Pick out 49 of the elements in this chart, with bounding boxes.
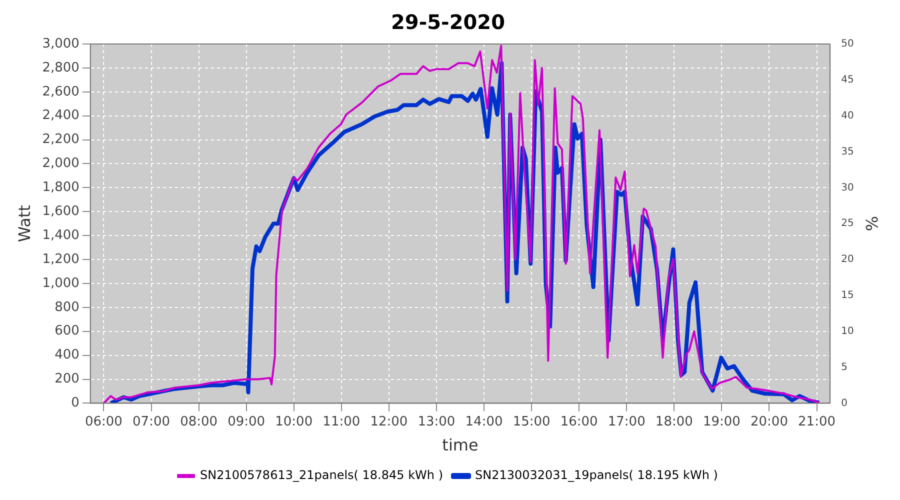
y-tick-label: 2,200 (42, 132, 80, 148)
y2-tick-label: 10 (841, 326, 854, 337)
y2-axis-title: % (862, 216, 882, 232)
y-tick-label: 200 (54, 372, 80, 387)
y-tick-label: 1,800 (42, 180, 80, 196)
x-tick-label: 07:00 (132, 414, 170, 430)
y2-tick-label: 40 (841, 110, 854, 122)
x-tick-label: 11:00 (322, 414, 360, 430)
y-tick-label: 400 (54, 348, 80, 363)
x-tick-label: 21:00 (798, 414, 836, 430)
y-tick-label: 800 (54, 300, 80, 315)
legend-label: SN2130032031_19panels( 18.195 kWh ) (475, 468, 718, 482)
y-tick-label: 2,400 (42, 108, 80, 124)
y2-tick-label: 15 (841, 290, 854, 302)
x-tick-label: 08:00 (180, 414, 218, 430)
legend-label: SN2100578613_21panels( 18.845 kWh ) (200, 468, 444, 482)
y-tick-label: 2,600 (42, 84, 80, 100)
x-tick-label: 18:00 (655, 414, 693, 430)
x-axis-title: time (442, 436, 478, 455)
x-tick-label: 10:00 (275, 414, 313, 430)
x-tick-label: 15:00 (512, 414, 550, 430)
y-tick-label: 3,000 (42, 36, 80, 52)
x-tick-label: 13:00 (418, 414, 456, 430)
y-tick-label: 2,000 (42, 156, 80, 172)
y-axis-title: Watt (14, 205, 34, 242)
y-tick-label: 0 (71, 396, 80, 411)
y2-tick-label: 35 (841, 146, 854, 158)
y2-tick-label: 5 (841, 362, 848, 373)
x-tick-label: 09:00 (228, 414, 266, 430)
x-tick-label: 17:00 (608, 414, 646, 430)
y2-tick-label: 0 (841, 398, 848, 409)
chart-title: 29-5-2020 (390, 10, 506, 34)
y2-tick-label: 45 (841, 74, 854, 86)
y2-tick-label: 50 (841, 38, 854, 50)
y2-tick-label: 20 (841, 254, 854, 266)
y-tick-label: 2,800 (42, 60, 80, 76)
y-tick-label: 1,400 (42, 228, 80, 243)
x-tick-label: 16:00 (560, 414, 598, 430)
y-tick-label: 600 (54, 324, 80, 339)
y2-tick-label: 30 (841, 182, 854, 194)
y-tick-label: 1,200 (42, 252, 80, 267)
x-tick-label: 14:00 (465, 414, 503, 430)
y-tick-label: 1,000 (42, 276, 80, 291)
y-tick-label: 1,600 (42, 204, 80, 219)
x-tick-label: 12:00 (370, 414, 408, 430)
x-tick-label: 06:00 (84, 414, 122, 430)
x-tick-label: 19:00 (702, 414, 740, 430)
y2-tick-label: 25 (841, 218, 854, 230)
x-tick-label: 20:00 (750, 414, 788, 430)
